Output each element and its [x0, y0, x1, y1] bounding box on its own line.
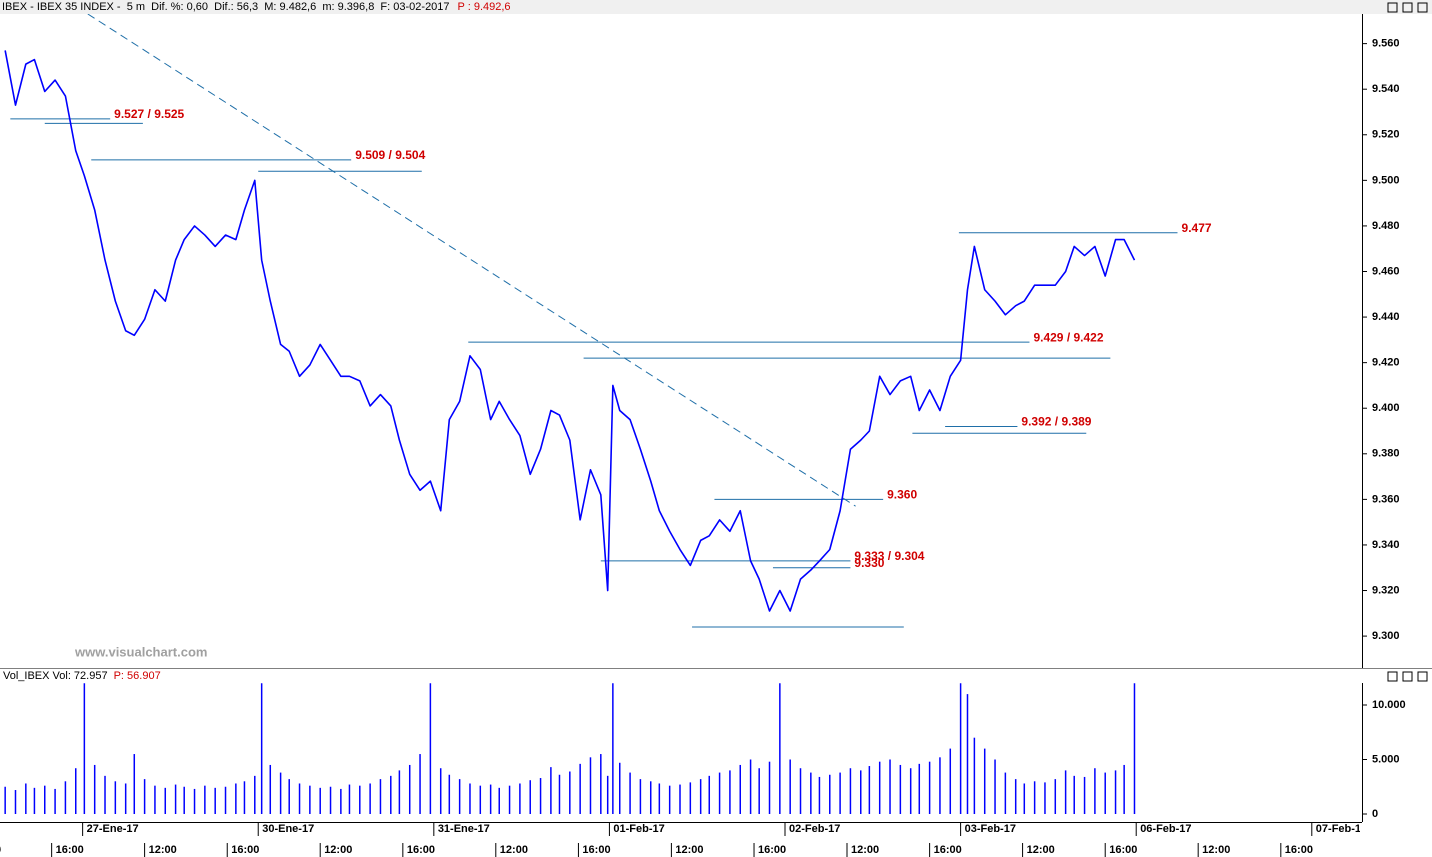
volume-header: Vol_IBEX Vol: 72.957	[3, 670, 108, 682]
x-tick-label: 12:00	[675, 844, 703, 856]
x-tick-label: 16:00	[582, 844, 610, 856]
time-axis: 12:00 16:00 12:00 16:00 12:00 16:00 12:00 16:00…	[0, 822, 1367, 857]
date-tick-label: 06-Feb-17	[1140, 823, 1191, 835]
x-tick-label: 16:00	[407, 844, 435, 856]
date-tick-label: 30-Ene-17	[262, 823, 314, 835]
header-info: IBEX - IBEX 35 INDEX - 5 m Dif. %: 0,60 …	[2, 1, 450, 13]
x-tick-label: 12:00	[1202, 844, 1230, 856]
date-tick-label: 02-Feb-17	[789, 823, 840, 835]
y-tick-label: 0	[1372, 808, 1378, 820]
date-tick-label: 03-Feb-17	[965, 823, 1016, 835]
y-tick-label: 9.480	[1372, 220, 1400, 232]
x-tick-label: 16:00	[1285, 844, 1313, 856]
date-tick-label: 07-Feb-17	[1316, 823, 1367, 835]
y-tick-label: 9.540	[1372, 83, 1400, 95]
x-tick-label: 16:00	[56, 844, 84, 856]
y-tick-label: 9.400	[1372, 402, 1400, 414]
y-tick-label: 9.340	[1372, 539, 1400, 551]
y-tick-label: 9.380	[1372, 448, 1400, 460]
level-label: 9.360	[887, 488, 917, 502]
y-tick-label: 9.320	[1372, 584, 1400, 596]
level-label: 9.330	[854, 556, 884, 570]
date-tick-label: 27-Ene-17	[87, 823, 139, 835]
close-button[interactable]	[1417, 671, 1428, 682]
volume-header-bar	[0, 668, 1432, 683]
y-tick-label: 9.440	[1372, 311, 1400, 323]
y-tick-label: 9.460	[1372, 265, 1400, 277]
date-tick-label: 31-Ene-17	[438, 823, 490, 835]
y-tick-label: 9.500	[1372, 174, 1400, 186]
volume-plot	[4, 683, 1136, 814]
y-tick-label: 10.000	[1372, 699, 1406, 711]
x-tick-label: 16:00	[758, 844, 786, 856]
value-axes: 9.300 9.320 9.340 9.360 9.380 9.400 9.420 9.440…	[1362, 38, 1406, 820]
level-label: 9.333 / 9.304	[854, 549, 924, 563]
y-tick-label: 9.420	[1372, 357, 1400, 369]
date-tick-label: 01-Feb-17	[613, 823, 664, 835]
x-tick-label: 12:00	[324, 844, 352, 856]
x-tick-label: 16:00	[1109, 844, 1137, 856]
y-tick-label: 5.000	[1372, 753, 1400, 765]
x-tick-label: 16:00	[231, 844, 259, 856]
header-bar	[0, 0, 1432, 14]
header-price: P : 9.492,6	[458, 1, 511, 13]
x-tick-label: 12:00	[0, 844, 1, 856]
x-tick-label: 12:00	[851, 844, 879, 856]
watermark: www.visualchart.com	[74, 644, 207, 659]
minimize-button[interactable]	[1387, 2, 1398, 13]
x-tick-label: 12:00	[500, 844, 528, 856]
level-label: 9.477	[1182, 221, 1212, 235]
maximize-button[interactable]	[1402, 2, 1413, 13]
trend-line	[87, 14, 856, 507]
x-tick-label: 12:00	[149, 844, 177, 856]
level-label: 9.429 / 9.422	[1033, 330, 1103, 344]
level-label: 9.509 / 9.504	[355, 148, 425, 162]
window-buttons[interactable]	[1387, 2, 1428, 682]
y-tick-label: 9.300	[1372, 630, 1400, 642]
y-tick-label: 9.560	[1372, 38, 1400, 50]
y-tick-label: 9.360	[1372, 493, 1400, 505]
minimize-button[interactable]	[1387, 671, 1398, 682]
price-plot: 9.527 / 9.525 9.509 / 9.504 9.477 9.429 / 9…	[4, 14, 1212, 628]
maximize-button[interactable]	[1402, 671, 1413, 682]
volume-header-price: P: 56.907	[114, 670, 161, 682]
y-tick-label: 9.520	[1372, 129, 1400, 141]
x-tick-label: 16:00	[934, 844, 962, 856]
price-line	[4, 50, 1136, 612]
level-label: 9.527 / 9.525	[114, 107, 184, 121]
level-label: 9.392 / 9.389	[1021, 415, 1091, 429]
x-tick-label: 12:00	[1027, 844, 1055, 856]
close-button[interactable]	[1417, 2, 1428, 13]
